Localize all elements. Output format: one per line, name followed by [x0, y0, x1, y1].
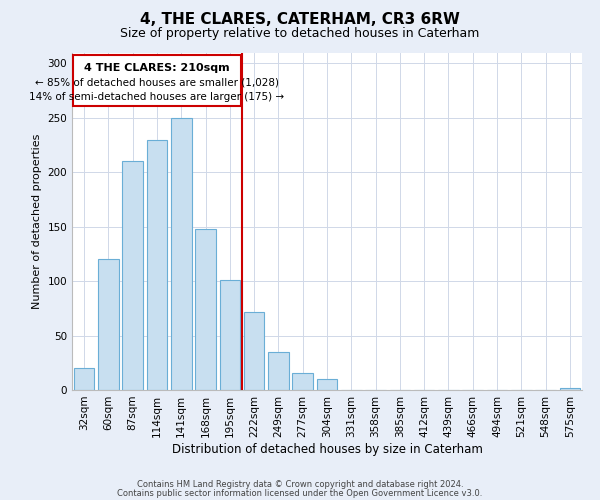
Text: 14% of semi-detached houses are larger (175) →: 14% of semi-detached houses are larger (…	[29, 92, 284, 102]
Text: Size of property relative to detached houses in Caterham: Size of property relative to detached ho…	[121, 28, 479, 40]
X-axis label: Distribution of detached houses by size in Caterham: Distribution of detached houses by size …	[172, 442, 482, 456]
Text: Contains HM Land Registry data © Crown copyright and database right 2024.: Contains HM Land Registry data © Crown c…	[137, 480, 463, 489]
Text: Contains public sector information licensed under the Open Government Licence v3: Contains public sector information licen…	[118, 488, 482, 498]
Bar	[220, 280, 240, 390]
Bar	[74, 368, 94, 390]
Text: 4 THE CLARES: 210sqm: 4 THE CLARES: 210sqm	[84, 64, 230, 74]
Text: ← 85% of detached houses are smaller (1,028): ← 85% of detached houses are smaller (1,…	[35, 78, 279, 88]
Bar	[292, 372, 313, 390]
Bar	[317, 379, 337, 390]
Bar	[244, 312, 265, 390]
Bar	[171, 118, 191, 390]
Y-axis label: Number of detached properties: Number of detached properties	[32, 134, 42, 309]
FancyBboxPatch shape	[73, 54, 241, 106]
Bar	[560, 388, 580, 390]
Bar	[146, 140, 167, 390]
Bar	[98, 260, 119, 390]
Bar	[122, 162, 143, 390]
Bar	[268, 352, 289, 390]
Bar	[195, 229, 216, 390]
Text: 4, THE CLARES, CATERHAM, CR3 6RW: 4, THE CLARES, CATERHAM, CR3 6RW	[140, 12, 460, 28]
